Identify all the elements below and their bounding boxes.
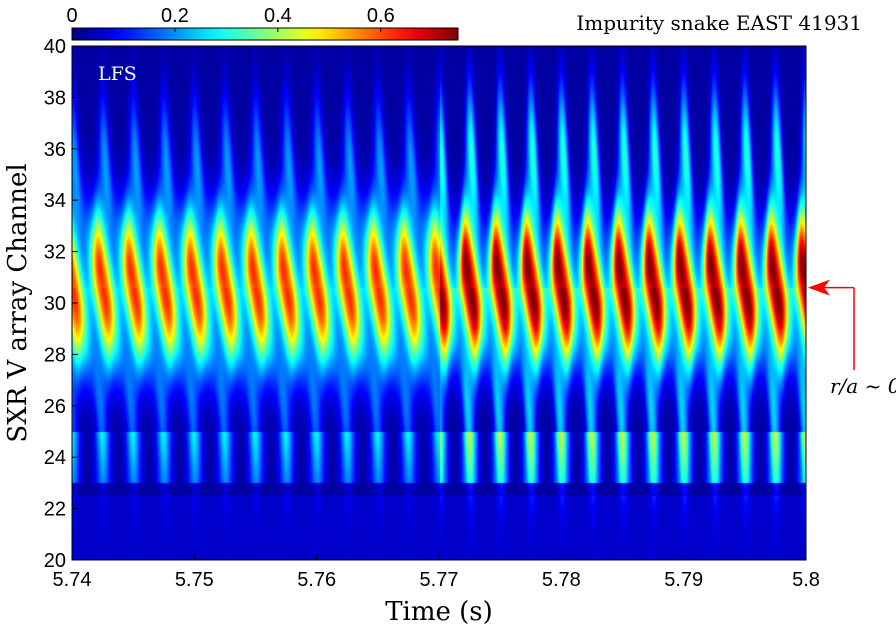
- y-tick-label: 32: [44, 242, 66, 264]
- annotation-label: r/a ~ 0: [830, 374, 896, 398]
- x-tick-label: 5.77: [420, 569, 459, 591]
- x-tick-label: 5.79: [664, 569, 703, 591]
- chart-title: Impurity snake EAST 41931: [576, 11, 862, 35]
- colorbar-tick-label: 0.2: [161, 5, 189, 27]
- x-tick-label: 5.74: [53, 569, 92, 591]
- region-label-lfs: LFS: [98, 63, 137, 85]
- x-tick-label: 5.75: [175, 569, 214, 591]
- y-tick-label: 24: [44, 447, 66, 469]
- x-tick-label: 5.76: [297, 569, 336, 591]
- y-tick-label: 20: [44, 550, 66, 572]
- y-tick-label: 30: [44, 293, 66, 315]
- y-tick-label: 36: [44, 139, 66, 161]
- core-annotation: r/a ~ 0: [808, 279, 896, 398]
- y-tick-label: 34: [44, 190, 66, 212]
- y-axis-ticks: 20 22 24 26 28 30 32 34 36 38 40: [44, 36, 78, 572]
- y-tick-label: 26: [44, 396, 66, 418]
- y-tick-label: 40: [44, 36, 66, 58]
- x-axis-title: Time (s): [385, 597, 493, 627]
- y-axis-title: SXR V array Channel: [3, 163, 33, 442]
- x-axis-ticks: 5.74 5.75 5.76 5.77 5.78 5.79 5.8: [53, 554, 820, 591]
- x-tick-label: 5.78: [542, 569, 581, 591]
- colorbar: [71, 27, 459, 41]
- y-tick-label: 38: [44, 87, 66, 109]
- heatmap-canvas: [72, 46, 806, 560]
- colorbar-tick-label: 0: [66, 5, 77, 27]
- y-tick-label: 28: [44, 344, 66, 366]
- annotation-arrow-head: [808, 279, 830, 296]
- colorbar-ticks: 0 0.2 0.4 0.6: [66, 5, 395, 32]
- colorbar-tick-label: 0.4: [264, 5, 292, 27]
- y-tick-label: 22: [44, 499, 66, 521]
- x-tick-label: 5.8: [792, 569, 820, 591]
- colorbar-tick-label: 0.6: [367, 5, 395, 27]
